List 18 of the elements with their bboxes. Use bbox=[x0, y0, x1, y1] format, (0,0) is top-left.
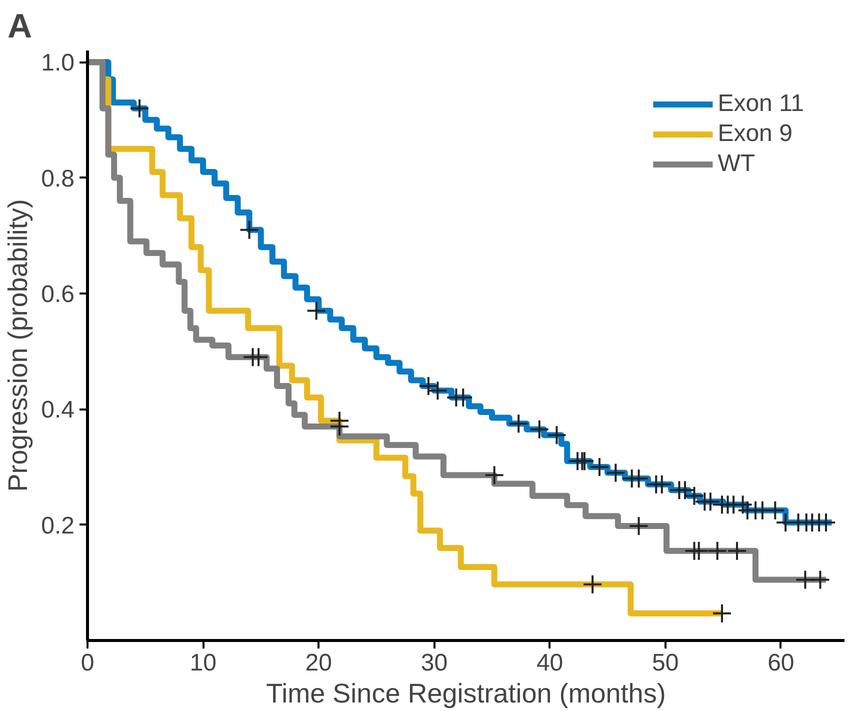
x-tick-label: 30 bbox=[420, 650, 448, 676]
x-tick-label: 40 bbox=[536, 650, 564, 676]
legend-label: Exon 11 bbox=[718, 90, 804, 118]
x-tick-label: 20 bbox=[305, 650, 332, 676]
y-tick-label: 0.4 bbox=[41, 396, 75, 424]
y-tick-label: 0.2 bbox=[41, 512, 75, 540]
x-tick-label: 50 bbox=[652, 650, 679, 676]
y-tick-label: 0.8 bbox=[41, 165, 75, 192]
x-tick-label: 10 bbox=[190, 650, 216, 676]
legend-label: WT bbox=[718, 150, 756, 178]
x-tick-label: 60 bbox=[768, 650, 794, 676]
y-tick-label: 0.6 bbox=[41, 280, 75, 308]
x-axis-title: Time Since Registration (months) bbox=[266, 678, 666, 708]
y-tick-label: 1.0 bbox=[41, 50, 75, 77]
y-axis-title: Progression (probability) bbox=[3, 199, 34, 492]
x-tick-label: 0 bbox=[80, 650, 94, 676]
chart-title: A bbox=[8, 8, 32, 46]
legend-label: Exon 9 bbox=[718, 120, 792, 148]
